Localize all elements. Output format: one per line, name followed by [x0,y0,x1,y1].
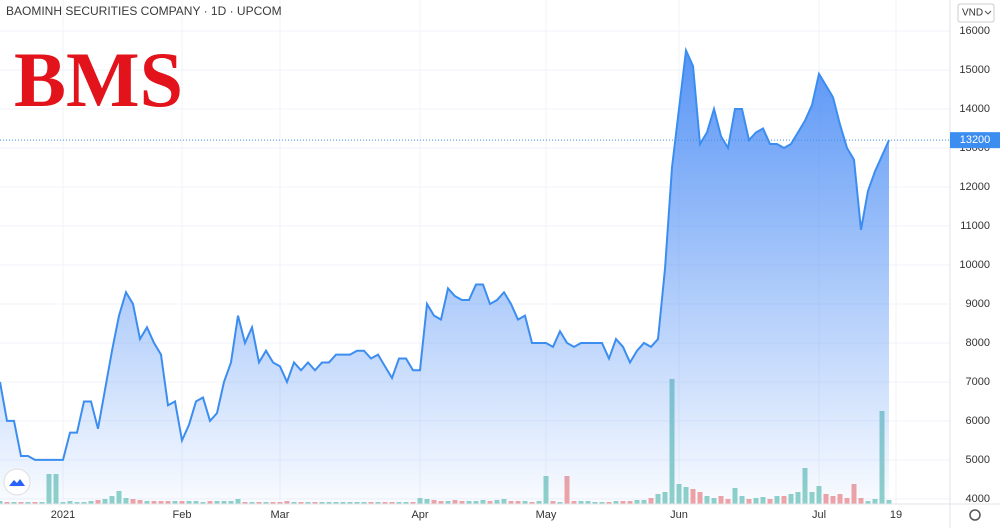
y-tick-label: 11000 [960,220,990,232]
y-tick-label: 15000 [959,64,990,76]
chart-title: BAOMINH SECURITIES COMPANY · 1D · UPCOM [6,4,282,18]
y-tick-label: 16000 [959,25,990,37]
tv-logo[interactable] [3,468,31,496]
y-tick-label: 12000 [959,181,990,193]
y-tick-label: 7000 [966,376,990,388]
dropdown-arrow [984,10,992,15]
x-tick-label: Mar [271,509,290,521]
x-tick-label: Apr [411,509,428,521]
x-tick-label: Feb [173,509,192,521]
y-tick-label: 6000 [966,415,990,427]
x-tick-label: May [536,509,557,521]
last-price-tag [950,132,1000,149]
price-line [0,46,890,461]
tv-logo-icon [9,479,25,486]
currency-label: VND [962,8,983,19]
y-tick-label: 9000 [966,298,990,310]
logo: BMS [14,36,183,123]
y-tick-label: 14000 [959,103,990,115]
y-tick-label: 10000 [959,259,990,271]
x-tick-label: 2021 [51,509,75,521]
y-tick-label: 5000 [966,454,990,466]
currency-dropdown[interactable] [957,3,995,23]
x-tick-label: Jun [670,509,688,521]
settings-icon[interactable] [969,509,981,521]
x-tick-label: Jul [812,509,826,521]
y-tick-label: 8000 [966,337,990,349]
x-tick-label: 19 [890,509,902,521]
y-tick-label: 4000 [966,493,990,505]
last-price-label: 13200 [960,134,991,146]
